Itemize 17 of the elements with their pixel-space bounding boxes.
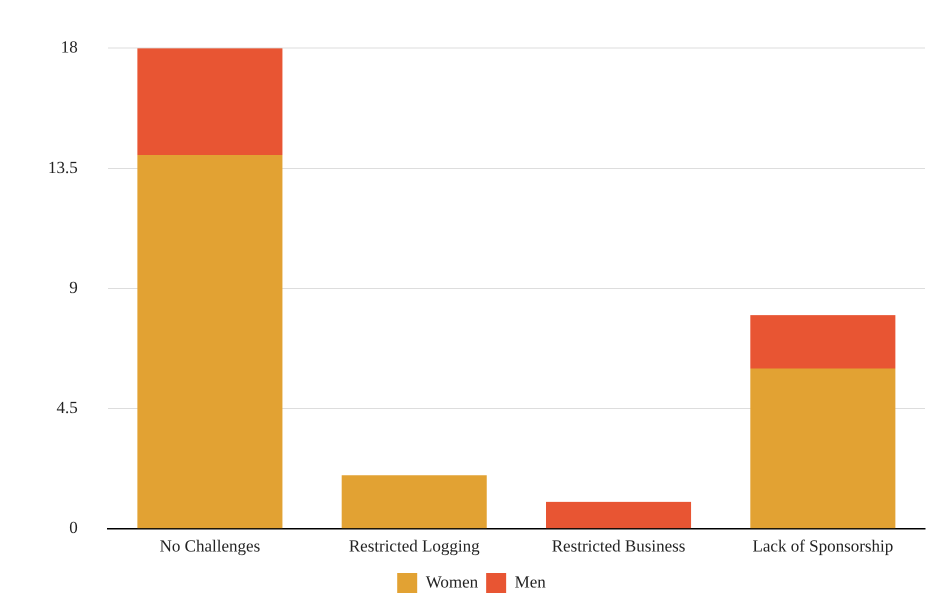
- bar: [750, 368, 896, 528]
- bar: [750, 315, 896, 368]
- x-tick-label: Restricted Business: [552, 536, 686, 556]
- bar: [342, 475, 487, 528]
- x-tick-label: Lack of Sponsorship: [752, 536, 894, 556]
- bar: [546, 502, 692, 528]
- bar: [137, 48, 282, 155]
- y-tick-label: 18: [60, 38, 78, 57]
- x-tick-label: Restricted Logging: [348, 536, 480, 556]
- x-tick-label: No Challenges: [160, 536, 260, 556]
- y-tick-label: 9: [69, 278, 78, 297]
- legend-label: Men: [514, 572, 546, 592]
- y-tick-label: 4.5: [56, 398, 78, 417]
- y-tick-label: 13.5: [48, 158, 78, 177]
- y-tick-label: 0: [69, 518, 78, 538]
- legend-label: Women: [426, 572, 479, 592]
- bar: [137, 154, 282, 528]
